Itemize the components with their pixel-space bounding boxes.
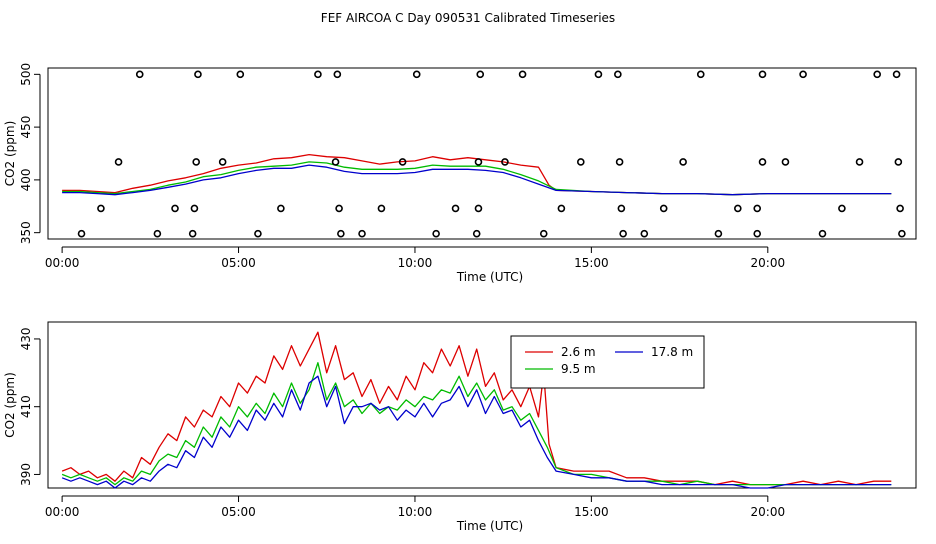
legend: 2.6 m 17.8 m 9.5 m — [510, 335, 705, 389]
calibration-point — [472, 229, 481, 238]
calibration-point — [615, 158, 624, 166]
calibration-point — [77, 229, 86, 238]
calibration-point — [135, 70, 144, 79]
legend-box — [510, 335, 705, 389]
legend-label: 17.8 m — [651, 345, 693, 359]
top-panel-calibration-timeseries: 00:00 05:00 10:00 15:00 20:00 Time (UTC) 350 40… — [3, 63, 917, 284]
plot-frame — [47, 321, 917, 489]
series-line-17-8-m — [62, 164, 892, 196]
y-tick-label: 450 — [19, 116, 33, 139]
calibration-point — [818, 229, 827, 238]
series-line-17-8-m — [61, 375, 892, 489]
calibration-point — [659, 204, 668, 213]
calibration-point — [781, 158, 790, 166]
calibration-point — [614, 70, 622, 79]
series-line-9-5-m — [61, 362, 892, 486]
plot-frame — [47, 67, 917, 240]
calibration-point — [114, 158, 123, 166]
calibration-point — [314, 70, 322, 79]
calibration-point — [194, 70, 202, 79]
calibration-point — [476, 70, 485, 79]
y-axis-label: CO2 (ppm) — [3, 372, 17, 438]
calibration-point — [501, 158, 509, 166]
x-tick-label: 15:00 — [574, 505, 609, 519]
series-line-2-6-m — [61, 331, 892, 486]
calibration-point — [337, 229, 345, 238]
calibration-point — [758, 158, 767, 166]
calibration-point — [236, 70, 245, 79]
calibration-point — [518, 70, 527, 79]
calibration-point — [753, 229, 762, 238]
calibration-point — [188, 229, 197, 238]
y-tick-label: 350 — [19, 221, 33, 244]
calibration-point — [753, 204, 762, 213]
calibration-point — [218, 158, 227, 166]
x-axis-label: Time (UTC) — [456, 519, 523, 533]
calibration-point — [277, 204, 285, 213]
calibration-point — [153, 229, 162, 238]
calibration-point — [758, 70, 767, 79]
x-tick-label: 05:00 — [221, 505, 256, 519]
series-line-9-5-m — [62, 161, 892, 196]
calibration-point — [539, 229, 548, 238]
calibration-point — [377, 204, 386, 213]
calibration-point — [894, 158, 903, 166]
y-tick-label: 400 — [19, 168, 33, 191]
calibration-point — [576, 158, 585, 166]
calibration-point — [474, 204, 483, 213]
x-tick-label: 10:00 — [398, 256, 433, 270]
calibration-point — [358, 229, 366, 238]
x-tick-label: 05:00 — [221, 256, 256, 270]
legend-label: 9.5 m — [561, 362, 596, 376]
calibration-point — [714, 229, 723, 238]
calibration-point — [896, 204, 904, 213]
calibration-point — [474, 158, 483, 166]
calibration-point — [594, 70, 603, 79]
x-tick-label: 00:00 — [45, 256, 80, 270]
calibration-point — [898, 229, 906, 238]
x-tick-label: 20:00 — [751, 505, 786, 519]
calibration-point — [190, 204, 199, 213]
calibration-point — [640, 229, 649, 238]
x-tick-label: 20:00 — [751, 256, 786, 270]
calibration-point — [335, 204, 343, 213]
y-tick-label: 430 — [19, 327, 33, 350]
calibration-point — [873, 70, 881, 79]
calibration-point — [254, 229, 262, 238]
calibration-point — [432, 229, 440, 238]
x-tick-label: 15:00 — [574, 256, 609, 270]
calibration-point — [171, 204, 179, 213]
calibration-point — [398, 158, 407, 166]
calibration-point — [838, 204, 846, 213]
y-axis-label: CO2 (ppm) — [3, 121, 17, 187]
y-tick-label: 500 — [19, 63, 33, 86]
calibration-point — [192, 158, 200, 166]
calibration-point — [799, 70, 807, 79]
calibration-point — [679, 158, 687, 166]
calibration-point — [617, 204, 626, 213]
x-axis-label: Time (UTC) — [456, 270, 523, 284]
calibration-point — [734, 204, 742, 213]
calibration-point — [97, 204, 105, 213]
calibration-point — [412, 70, 421, 79]
legend-label: 2.6 m — [561, 345, 596, 359]
calibration-point — [331, 158, 340, 166]
calibration-point — [557, 204, 566, 213]
calibration-point — [451, 204, 460, 213]
bottom-panel-zoomed-timeseries: 00:00 05:00 10:00 15:00 20:00 Time (UTC) 390 41… — [3, 321, 917, 533]
calibration-point — [892, 70, 901, 79]
y-tick-label: 390 — [19, 463, 33, 486]
calibration-point — [333, 70, 342, 79]
x-tick-label: 00:00 — [45, 505, 80, 519]
calibration-point — [855, 158, 864, 166]
figure-title: FEF AIRCOA C Day 090531 Calibrated Times… — [321, 11, 615, 25]
calibration-point — [696, 70, 705, 79]
y-tick-label: 410 — [19, 395, 33, 418]
calibration-point — [619, 229, 627, 238]
x-tick-label: 10:00 — [398, 505, 433, 519]
